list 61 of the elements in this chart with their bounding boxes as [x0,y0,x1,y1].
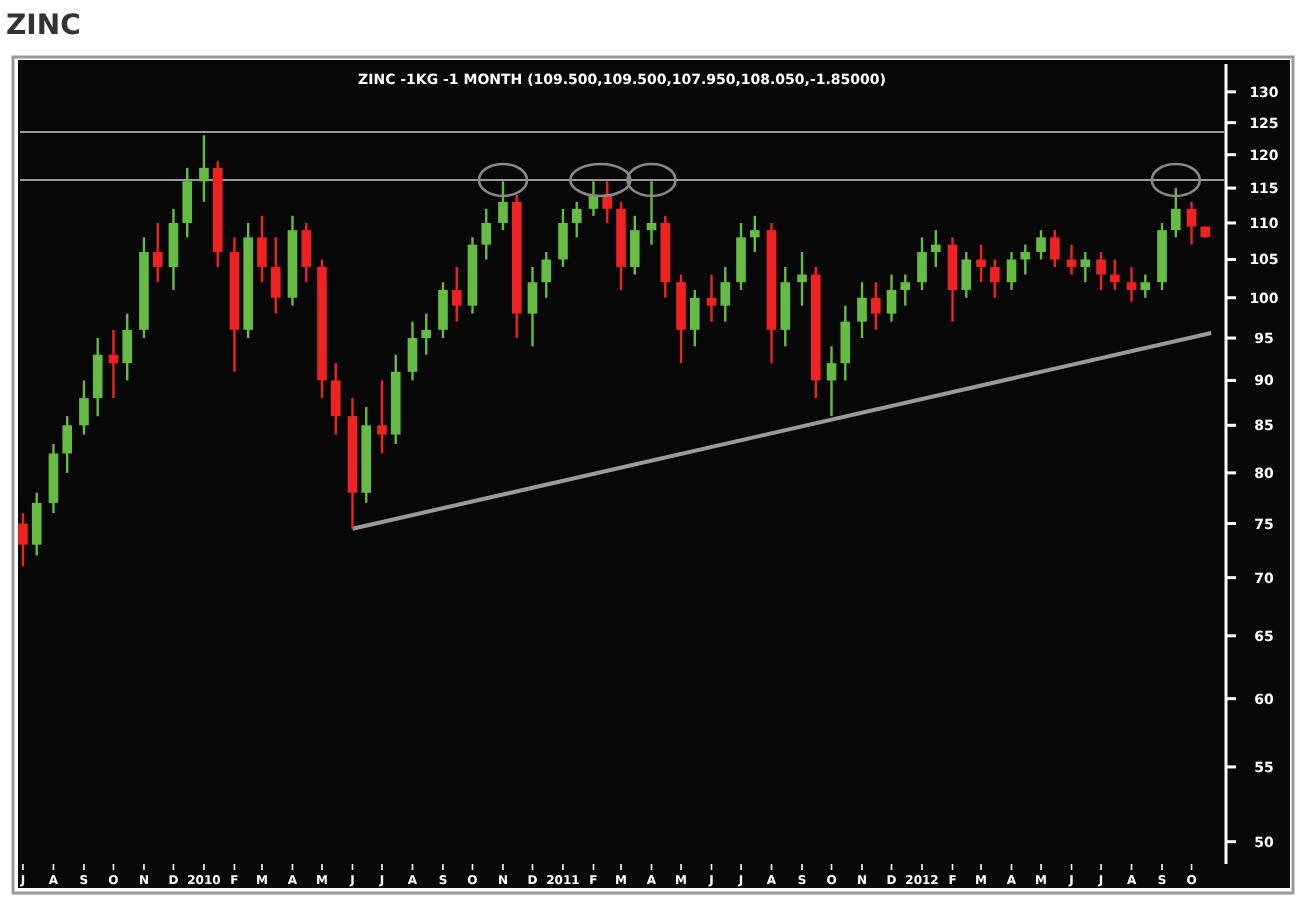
candlestick [780,265,791,348]
candlestick [749,214,760,254]
candlestick [797,250,807,307]
candlestick [1049,228,1060,269]
candlestick [270,236,281,315]
candlestick [1036,228,1046,261]
candlestick [377,379,387,455]
candlestick [826,345,837,418]
candlestick [736,221,746,292]
candlestick [1140,273,1151,299]
candlestick [1020,243,1031,276]
candlestick [1066,243,1077,276]
candlestick [481,207,492,261]
candlestick [947,236,958,323]
candlestick [257,214,267,284]
candlestick [840,304,851,382]
candlestick [79,379,89,436]
candlestick [870,281,881,331]
candlestick [930,228,941,269]
candlestick [917,236,927,292]
candlestick [1096,250,1106,292]
candlestick [152,221,163,284]
candlestick [976,243,986,284]
candlestick [451,265,462,323]
candlestick [676,273,686,365]
candlestick [646,180,657,246]
candlestick [1126,265,1137,303]
candlestick [1186,200,1197,246]
candlestick [857,281,867,340]
candlestick [122,312,133,382]
candlestick [407,320,418,382]
chart-title: ZINC [6,10,81,42]
candlestick [1170,186,1181,239]
candlestick [438,281,448,340]
candlestick [629,214,640,276]
candlestick [168,207,179,292]
candlestick [498,180,508,232]
candlestick [199,134,209,204]
candlestick [720,265,731,323]
candlestick [541,250,552,299]
candlestick [961,250,972,299]
candlestick [602,180,613,225]
candlestick [527,265,538,348]
candlestick [689,288,700,348]
candlestick [886,273,897,323]
candlestick [1080,250,1091,284]
candlestick [900,273,911,307]
candlestick [92,336,103,418]
candlestick [571,200,582,239]
candlestick [1006,250,1017,292]
candlestick [301,221,312,284]
candlestick [421,312,432,356]
candlestick [558,207,568,269]
candlestick [18,511,28,568]
candlestick [330,362,341,436]
candlestick [31,491,42,557]
candlestick [182,166,193,239]
candlestick [989,258,1000,299]
candlestick [706,273,717,323]
candlestick [1109,258,1120,292]
candlestick [62,414,73,475]
